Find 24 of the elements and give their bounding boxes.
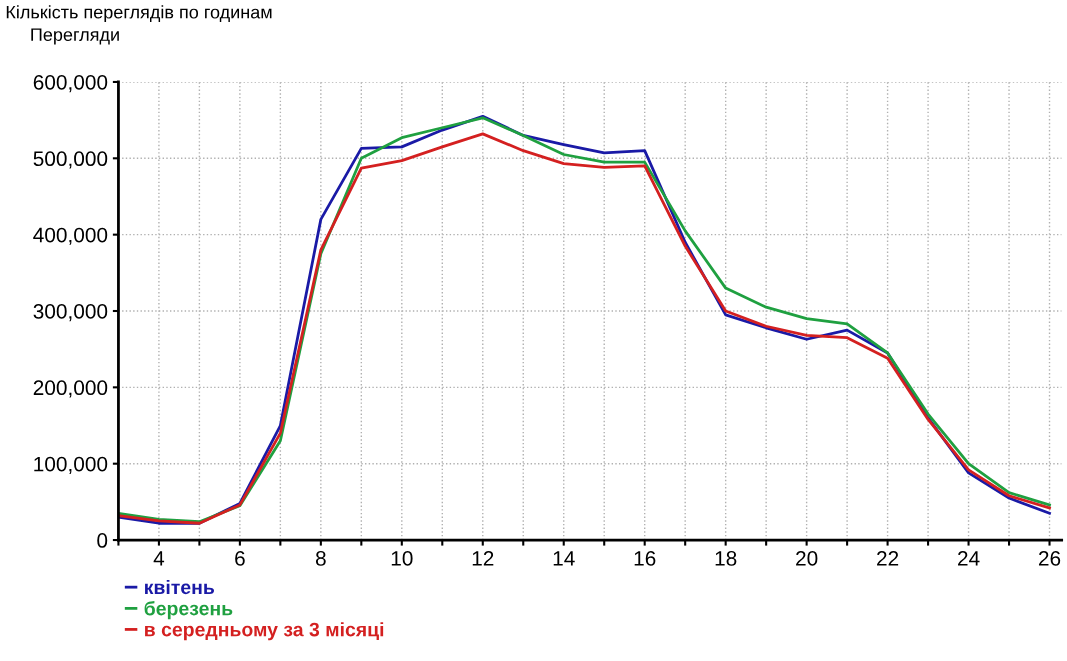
x-tick-label: 12 (472, 551, 494, 566)
x-tick-label: 4 (153, 551, 165, 566)
x-tick-label: 16 (634, 551, 656, 566)
legend-label: в середньому за 3 місяці (145, 622, 384, 641)
y-tick-label: 600,000 (33, 74, 108, 93)
y-tick-label: 400,000 (33, 227, 108, 245)
x-tick-label: 8 (315, 551, 326, 566)
x-tick-label: 10 (391, 551, 413, 566)
y-tick-label: 500,000 (33, 151, 108, 169)
legend-label: квітень (145, 579, 215, 595)
y-tick-label: 0 (97, 533, 108, 548)
y-tick-label: 100,000 (34, 456, 108, 474)
x-tick-label: 24 (958, 551, 980, 566)
x-tick-label: 6 (235, 551, 245, 566)
x-tick-label: 22 (877, 551, 899, 566)
x-tick-label: 14 (553, 551, 575, 566)
x-tick-label: 18 (715, 551, 737, 566)
x-tick-label: 26 (1038, 551, 1061, 566)
y-axis-title: Перегляди (31, 28, 119, 45)
y-tick-label: 200,000 (33, 380, 108, 398)
legend-label: березень (144, 600, 233, 620)
chart-title: Кількість переглядів по годинам (6, 5, 272, 23)
x-tick-label: 20 (796, 551, 818, 566)
y-tick-label: 300,000 (33, 304, 108, 322)
